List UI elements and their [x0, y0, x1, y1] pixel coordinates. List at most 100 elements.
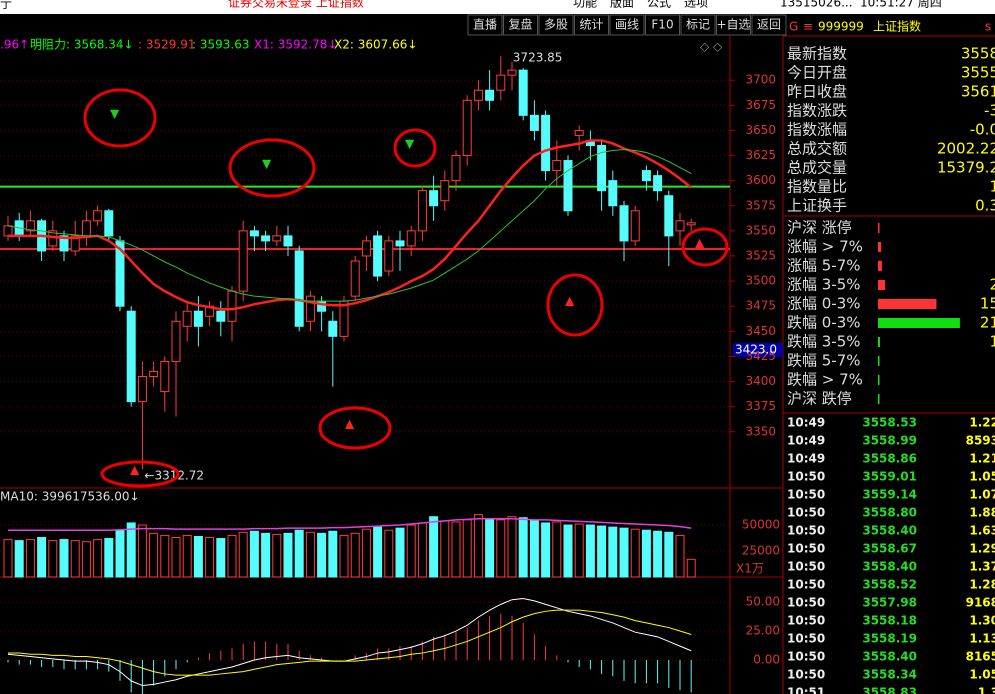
annotation-circle [318, 406, 392, 450]
toolbar-label[interactable]: 画线 [615, 18, 639, 32]
candle-body [675, 220, 685, 232]
y-tick-label: 3575 [745, 198, 776, 212]
quote-value: 2002.22 [937, 140, 995, 158]
toolbar-label[interactable]: 标记 [686, 18, 710, 32]
menu-item[interactable]: 功能 [573, 0, 597, 10]
volume-bar [59, 539, 69, 578]
volume-unit: X1万 [736, 562, 764, 576]
y-tick-label: 3525 [745, 248, 776, 262]
tick-time: 10:50 [787, 650, 825, 664]
candle-body [193, 310, 203, 327]
volume-bar [14, 540, 24, 578]
title-bar [0, 0, 995, 14]
toolbar-button[interactable] [645, 14, 680, 36]
toolbar-button[interactable] [503, 14, 538, 36]
tick-volume: 1.30 [969, 614, 995, 628]
candle-body [272, 235, 282, 242]
y-tick-label: 3400 [745, 374, 776, 388]
candle-body [93, 210, 103, 222]
indicator-legend: : 3529.91 [138, 38, 195, 52]
candle-body [283, 235, 293, 247]
tick-price: 3558.53 [862, 416, 917, 430]
annotation-circle [681, 227, 729, 267]
quote-label: 总成交额 [787, 140, 847, 158]
annotation-circle [83, 88, 157, 148]
header-right: s [985, 20, 991, 34]
quote-value: 15379.2 [937, 159, 995, 177]
toolbar-button[interactable] [574, 14, 609, 36]
candle-body [238, 230, 248, 292]
volume-bar [473, 514, 483, 578]
toolbar-button[interactable] [751, 14, 787, 36]
y-tick-label: 3375 [745, 399, 776, 413]
toolbar-label[interactable]: 多股 [544, 18, 568, 32]
toolbar-label[interactable]: 复盘 [508, 17, 532, 32]
toolbar-label[interactable]: 直播 [473, 18, 497, 32]
volume-bar [81, 541, 91, 578]
tick-time: 10:50 [787, 488, 825, 502]
candle-body [361, 240, 371, 257]
volume-bar [249, 530, 259, 578]
toolbar-label[interactable]: 统计 [579, 18, 603, 32]
annotation-circle [228, 138, 316, 198]
annotation-circle [393, 128, 437, 168]
volume-bar [261, 532, 271, 578]
annotation-circle [100, 460, 180, 488]
toolbar-button[interactable] [467, 14, 503, 36]
menu-item[interactable]: 版面 [610, 0, 634, 10]
breadth-label: 跌幅 > 7% [787, 371, 863, 389]
tick-price: 3558.86 [862, 452, 917, 466]
breadth-bar [878, 242, 882, 252]
candle-body [216, 310, 226, 322]
volume-bar [541, 522, 551, 578]
toolbar-label[interactable]: +自选 [716, 18, 750, 32]
candle-body [305, 295, 315, 322]
tick-price: 3558.52 [862, 578, 917, 592]
volume-bar [350, 532, 360, 578]
y-tick-label: 25.00 [746, 624, 780, 638]
toolbar-button[interactable] [609, 14, 645, 36]
cursor-box [733, 343, 783, 357]
candle-body [563, 160, 573, 212]
breadth-count: 15 [980, 295, 995, 313]
breadth-label: 跌幅 5-7% [787, 352, 861, 370]
window-title: 证券交易未登录 上证指数 [228, 0, 364, 10]
volume-bar [328, 530, 338, 578]
menu-item[interactable]: 选项 [684, 0, 708, 10]
candle-body [574, 129, 584, 136]
clock: 10:51:27 周四 [860, 0, 942, 10]
volume-legend: MA10: 399617536.00↓ [0, 490, 140, 504]
volume-bar [406, 524, 416, 578]
toolbar-label[interactable]: F10 [651, 18, 673, 32]
volume-bar [272, 533, 282, 578]
tick-volume: 1.21 [969, 452, 995, 466]
y-tick-label: 3650 [745, 123, 776, 137]
volume-bar [25, 539, 35, 578]
toolbar-button[interactable] [716, 14, 751, 36]
y-tick-label: 3675 [745, 98, 776, 112]
quote-value: 3558 [961, 45, 995, 63]
toolbar-label[interactable]: 返回 [757, 18, 781, 32]
candle-body [171, 320, 181, 362]
toolbar-button[interactable] [538, 14, 574, 36]
indicator-legend: .96↑ [0, 38, 29, 52]
tick-price: 3557.98 [862, 596, 917, 610]
breadth-label: 涨幅 0-3% [787, 295, 861, 313]
volume-bar [104, 538, 114, 578]
tick-time: 10:50 [787, 524, 825, 538]
candle-body [104, 210, 114, 237]
tick-time: 10:50 [787, 614, 825, 628]
candle-body [182, 310, 192, 327]
menu-item[interactable]: 公式 [647, 0, 671, 10]
candle-body [641, 170, 651, 182]
menu-icon[interactable]: ≡ [803, 20, 813, 34]
candle-body [70, 235, 80, 252]
tick-time: 10:50 [787, 668, 825, 682]
volume-bar [93, 539, 103, 578]
y-tick-label: 3600 [745, 173, 776, 187]
volume-bar [630, 528, 640, 578]
volume-bar [608, 526, 618, 578]
volume-bar [451, 521, 461, 578]
toolbar-button[interactable] [680, 14, 716, 36]
tick-price: 3559.14 [862, 488, 917, 502]
